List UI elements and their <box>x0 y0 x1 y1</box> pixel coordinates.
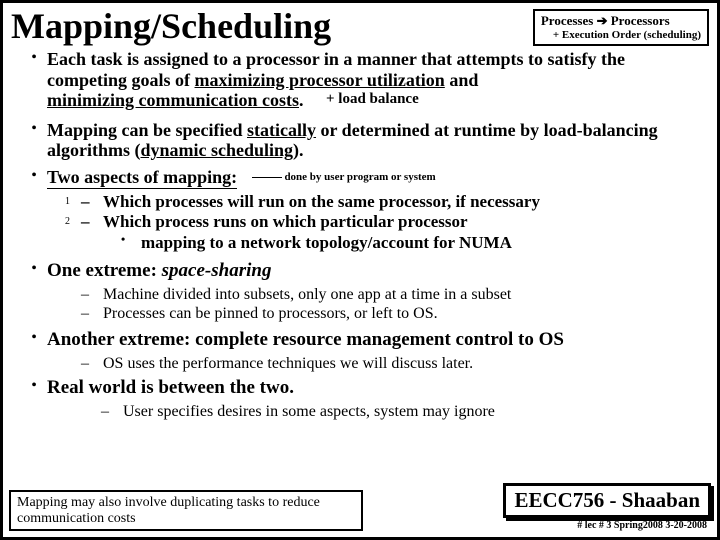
bullet-6: • Real world is between the two. <box>21 377 699 399</box>
b2-u2: dynamic scheduling <box>141 140 294 160</box>
b4-pre: One extreme: <box>47 260 162 281</box>
b3-note: done by user program or system <box>284 171 435 183</box>
arrow-icon: ➔ <box>597 13 608 28</box>
b2-end: ). <box>293 140 304 160</box>
box-processes: Processes <box>541 13 593 28</box>
b3-subsub-txt: mapping to a network topology/account fo… <box>141 233 512 253</box>
footer-note-box: Mapping may also involve duplicating tas… <box>9 490 363 531</box>
b6-txt: Real world is between the two. <box>47 377 699 399</box>
b1-end: . <box>299 90 304 110</box>
b3-subsub: • mapping to a network topology/account … <box>121 233 699 253</box>
footer: Mapping may also involve duplicating tas… <box>9 483 711 531</box>
bullet-1: • Each task is assigned to a processor i… <box>21 49 699 112</box>
box-processors: Processors <box>611 13 670 28</box>
bullet-5: • Another extreme: complete resource man… <box>21 329 699 351</box>
bullet-icon: • <box>21 167 47 188</box>
b4-sub1: –Machine divided into subsets, only one … <box>81 286 699 304</box>
b1-mid: and <box>445 70 479 90</box>
b5-sub: –OS uses the performance techniques we w… <box>81 355 699 373</box>
bullet-3: • Two aspects of mapping: done by user p… <box>21 167 699 188</box>
b3-sub2-txt: Which process runs on which particular p… <box>103 212 468 232</box>
b4-sub2: –Processes can be pinned to processors, … <box>81 305 699 323</box>
bullet-2: • Mapping can be specified statically or… <box>21 120 699 161</box>
b6-sub: –User specifies desires in some aspects,… <box>101 403 699 421</box>
b3-u: Two aspects of mapping: <box>47 167 237 189</box>
connector-line <box>252 177 282 178</box>
b2-pre: Mapping can be specified <box>47 120 247 140</box>
b1-u1: maximizing processor utilization <box>195 70 445 90</box>
b4-sub1-txt: Machine divided into subsets, only one a… <box>103 286 511 304</box>
b6-sub-txt: User specifies desires in some aspects, … <box>123 403 495 421</box>
sub-num-1: 1 <box>65 196 70 208</box>
b2-u1: statically <box>247 120 316 140</box>
bullet-icon: • <box>21 329 47 351</box>
box-sub: + Execution Order (scheduling) <box>541 29 701 42</box>
page-title: Mapping/Scheduling <box>11 5 533 47</box>
b1-u2: minimizing communication costs <box>47 90 299 110</box>
b3-sub2: 2 – Which process runs on which particul… <box>81 212 699 232</box>
content-area: • Each task is assigned to a processor i… <box>3 49 717 421</box>
sub-num-2: 2 <box>65 216 70 228</box>
b3-sub1: 1 – Which processes will run on the same… <box>81 192 699 212</box>
bullet-icon: • <box>21 49 47 112</box>
b4-sub2-txt: Processes can be pinned to processors, o… <box>103 305 438 323</box>
course-box: EECC756 - Shaaban <box>503 483 711 518</box>
bullet-icon: • <box>21 260 47 282</box>
bullet-4: • One extreme: space-sharing <box>21 260 699 282</box>
mapping-relation-box: Processes ➔ Processors + Execution Order… <box>533 9 709 46</box>
b1-note: + load balance <box>326 91 419 107</box>
bullet-icon: • <box>21 120 47 161</box>
lecture-info: # lec # 3 Spring2008 3-20-2008 <box>373 520 711 531</box>
b3-sub1-txt: Which processes will run on the same pro… <box>103 192 540 212</box>
b5-txt: Another extreme: complete resource manag… <box>47 329 699 351</box>
b4-ital: space-sharing <box>162 260 272 281</box>
b5-sub-txt: OS uses the performance techniques we wi… <box>103 355 473 373</box>
bullet-icon: • <box>21 377 47 399</box>
